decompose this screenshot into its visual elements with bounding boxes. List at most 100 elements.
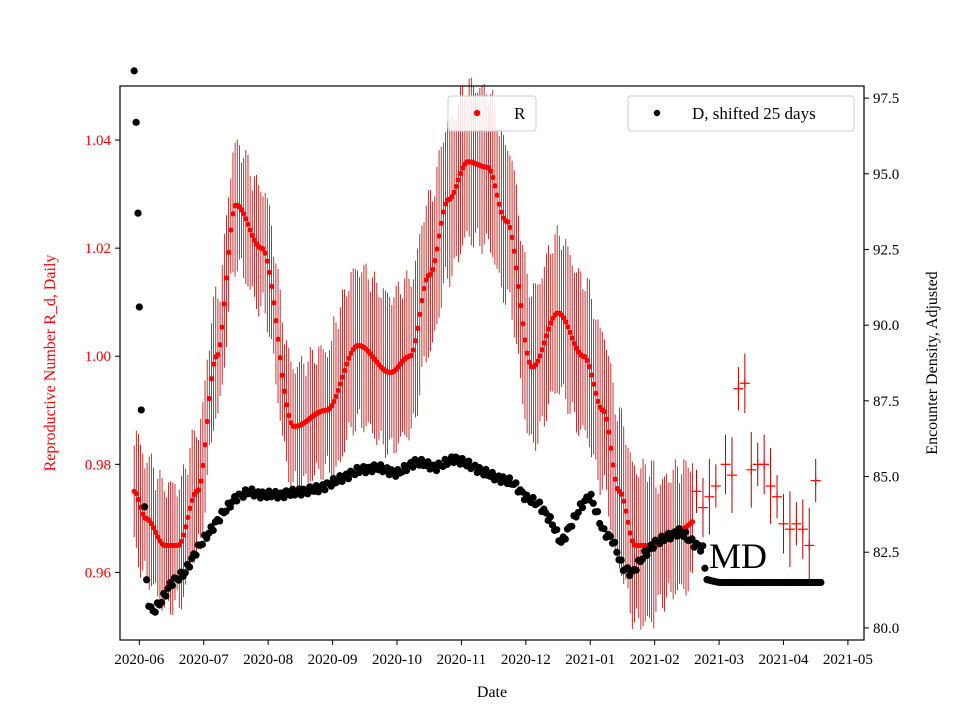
r-point [545,326,552,332]
d-point [600,525,608,533]
d-point [137,406,145,414]
r-point [586,364,592,370]
r-point [537,353,543,359]
plot-frame [119,85,865,641]
y-axis-right-label: Encounter Density, Adjusted [924,271,941,454]
r-point [505,219,511,225]
r-point [606,429,612,435]
y-left-tick-label: 1.04 [85,133,112,149]
y-right-tick-label: 85.0 [873,470,899,486]
r-point [150,525,157,531]
r-point [264,258,270,264]
r-point [178,538,185,544]
r-point [271,300,277,306]
r-point [593,390,599,396]
r-point [268,283,275,290]
r-point [436,233,442,239]
r-point [524,350,530,356]
d-point [817,578,825,587]
d-point [613,548,621,556]
r-point [430,266,436,273]
d-point [181,569,189,577]
d-point [134,209,142,217]
r-point [243,216,249,222]
r-point [329,403,335,409]
r-point [588,372,595,378]
y-axis-left-ticks: 0.96 0.98 1.00 1.02 1.04 [85,133,120,581]
r-point [221,301,227,307]
r-point [348,350,354,356]
r-point [215,351,221,358]
x-tick-label: 2021-04 [758,652,808,668]
d-point [192,551,200,559]
r-point [260,246,266,252]
r-point [247,227,253,233]
d-point [561,535,569,543]
r-point [266,269,273,275]
d-point [132,118,140,126]
r-point [183,524,189,530]
r-point [346,355,352,361]
y-left-tick-label: 1.02 [85,241,111,257]
x-tick-label: 2020-06 [114,652,164,668]
r-point [155,534,161,540]
r-point [423,277,429,283]
y-left-tick-label: 0.98 [85,457,111,473]
r-point [245,221,251,227]
d-point [409,463,417,471]
r-point [627,530,633,536]
r-point [451,189,457,195]
d-point [649,544,657,552]
d-point [321,486,329,494]
d-point [143,576,151,584]
r-point [238,207,245,213]
r-point [200,462,206,468]
r-point [148,520,154,527]
r-point [507,224,513,231]
r-point [440,209,446,215]
d-point [417,455,426,464]
r-point [410,347,416,353]
r-point [337,381,343,387]
legend-d-box [627,95,855,132]
r-point [412,338,419,344]
r-point [339,374,346,380]
r-point [202,442,208,448]
r-point [496,201,502,207]
r-point [189,497,195,503]
d-point [632,566,640,574]
y-right-tick-label: 87.5 [873,394,899,410]
d-point [162,592,170,600]
r-point [206,395,212,402]
r-point [241,211,247,217]
d-point [233,497,241,505]
r-point [610,462,616,468]
r-point [408,352,414,358]
r-point [279,372,285,378]
y-axis-right-ticks: 80.0 82.5 85.0 87.5 90.0 92.5 95.0 97.5 [864,91,899,637]
d-point [432,466,441,475]
d-point [548,521,557,529]
d-point [216,517,224,525]
d-point [617,556,625,564]
r-point [457,170,464,177]
r-point [539,347,545,353]
r-point [228,227,234,233]
r-point [427,271,434,277]
r-point [217,342,223,348]
r-point [595,398,601,404]
d-point [226,503,234,511]
r-point [573,345,580,351]
r-point [185,514,191,521]
d-point [535,498,544,506]
r-point [273,318,279,324]
r-point [618,491,625,497]
d-point [377,461,385,469]
legend-d: D, shifted 25 days [627,95,855,132]
r-point [281,388,288,394]
legend-r-marker [473,109,481,117]
x-tick-label: 2021-03 [694,652,744,668]
r-point [230,211,236,217]
r-point [135,496,142,503]
r-point [515,283,522,290]
